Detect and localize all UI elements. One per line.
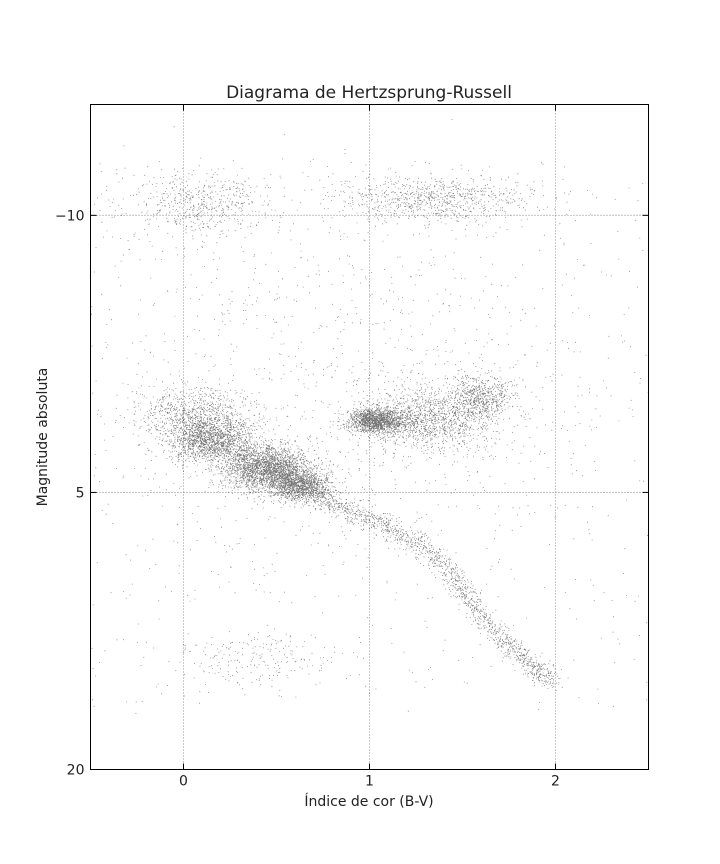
y-tick-label: −10 [55, 208, 85, 224]
scatter-points [91, 119, 649, 714]
y-tick-label: 5 [76, 485, 85, 501]
chart-title: Diagrama de Hertzsprung-Russell [226, 83, 512, 103]
axis-ticks: 0 1 2 −10 5 20 [55, 105, 649, 790]
scatter-point-cloud [91, 119, 649, 714]
x-tick-label: 0 [179, 774, 188, 790]
x-tick-label: 1 [365, 774, 374, 790]
y-axis-title: Magnitude absoluta [35, 368, 51, 507]
y-tick-label: 20 [67, 763, 85, 779]
x-axis-title: Índice de cor (B-V) [304, 793, 433, 810]
x-tick-label: 2 [551, 774, 560, 790]
